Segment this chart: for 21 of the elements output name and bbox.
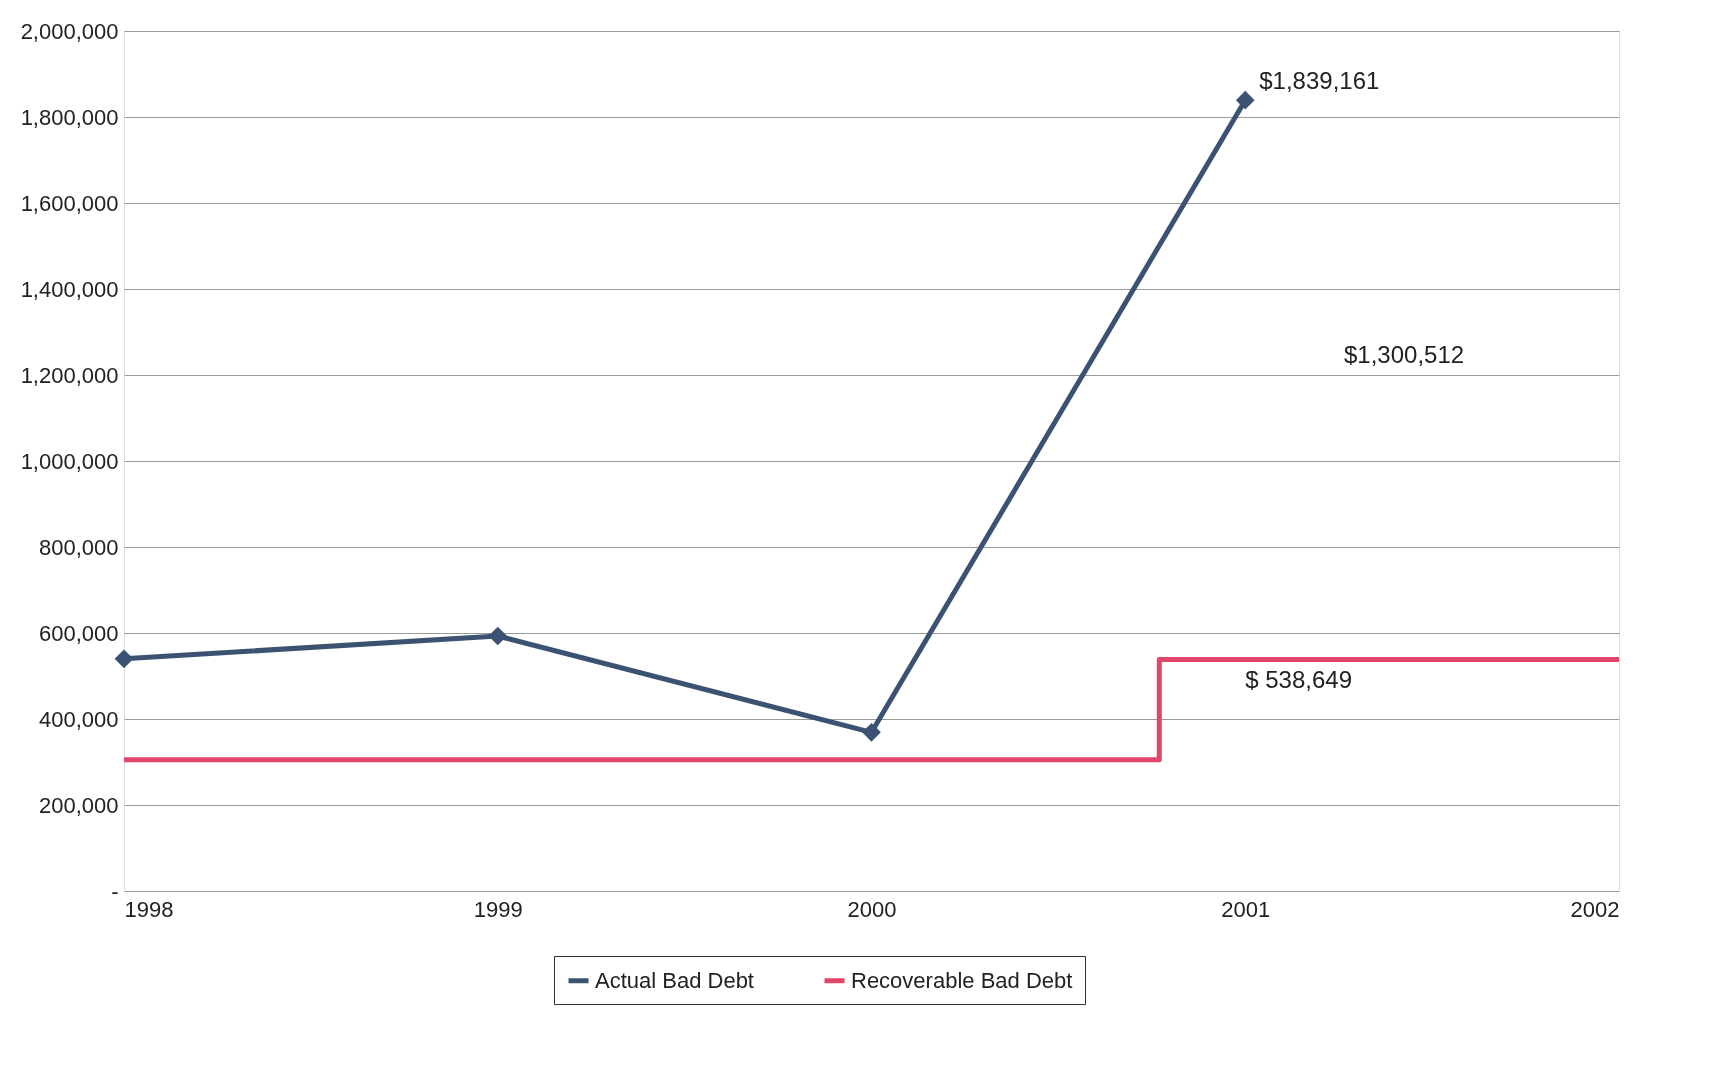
- y-tick-label: 400,000: [38, 706, 119, 732]
- legend-label: Recoverable Bad Debt: [851, 967, 1073, 993]
- y-tick-label: 2,000,000: [20, 18, 119, 44]
- x-tick-label: 2002: [1570, 896, 1620, 922]
- x-tick-label: 2000: [847, 896, 897, 922]
- y-tick-label: -: [111, 878, 119, 904]
- x-tick-label: 1998: [124, 896, 174, 922]
- annotation: $1,300,512: [1344, 341, 1465, 368]
- y-tick-label: 1,800,000: [20, 104, 119, 130]
- annotation: $ 538,649: [1245, 666, 1353, 694]
- y-tick-label: 1,200,000: [20, 362, 119, 388]
- annotation: $1,839,161: [1259, 67, 1380, 95]
- x-tick-label: 2001: [1221, 896, 1271, 922]
- y-tick-label: 200,000: [38, 792, 119, 818]
- x-tick-label: 1999: [473, 896, 523, 922]
- y-tick-label: 1,000,000: [20, 448, 119, 474]
- y-tick-label: 1,400,000: [20, 276, 119, 302]
- y-tick-label: 600,000: [38, 620, 119, 646]
- legend-label: Actual Bad Debt: [595, 967, 754, 993]
- y-tick-label: 1,600,000: [20, 190, 119, 216]
- y-tick-label: 800,000: [38, 534, 119, 560]
